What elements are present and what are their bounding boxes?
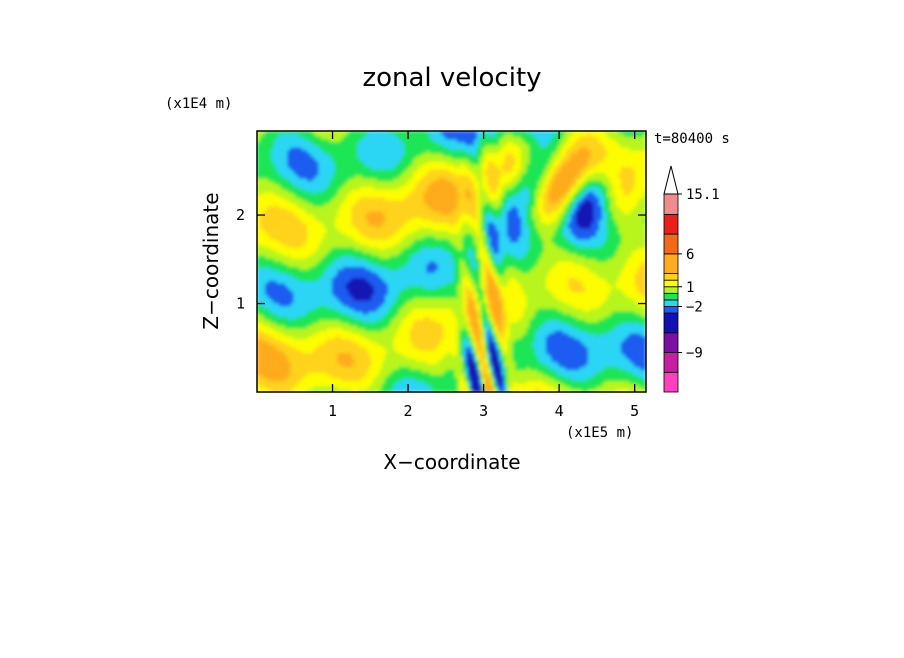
colorbar-segment	[663, 193, 679, 215]
x-tick-label: 1	[328, 402, 337, 420]
colorbar-segment	[663, 306, 679, 314]
colorbar-segment	[663, 253, 679, 274]
x-axis-label: X−coordinate	[383, 450, 520, 474]
x-tick-label: 5	[630, 402, 639, 420]
chart-title: zonal velocity	[362, 63, 541, 93]
colorbar-segment	[663, 352, 679, 373]
colorbar-segment	[663, 312, 679, 334]
colorbar-segment	[663, 273, 679, 281]
x-tick-label: 4	[555, 402, 564, 420]
colorbar-tick-label: −2	[686, 299, 703, 315]
colorbar-segment	[663, 299, 679, 307]
colorbar-tick-label: 15.1	[686, 187, 720, 203]
x-scale-label: (x1E5 m)	[566, 425, 633, 441]
x-tick-label: 3	[479, 402, 488, 420]
colorbar-segment	[663, 292, 679, 301]
x-tick-label: 2	[404, 402, 413, 420]
y-axis-label: Z−coordinate	[199, 192, 223, 329]
colorbar-segment	[663, 213, 679, 235]
y-tick-label: 2	[236, 206, 245, 224]
colorbar-extend-arrow	[663, 165, 679, 195]
colorbar: 15.1 6 1 −2 −9	[663, 165, 720, 393]
colorbar-segment	[663, 286, 679, 294]
plot-frame	[256, 130, 647, 393]
x-axis: 1 2 3 4 5	[328, 131, 639, 420]
colorbar-segment	[663, 332, 679, 353]
time-label: t=80400 s	[654, 131, 730, 147]
colorbar-segment	[663, 279, 679, 288]
velocity-field-image	[257, 131, 646, 392]
colorbar-tick-label: 6	[686, 247, 694, 263]
colorbar-tick-label: 1	[686, 280, 694, 296]
colorbar-tick-label: −9	[686, 346, 703, 362]
colorbar-segment	[663, 233, 679, 255]
colorbar-segment	[663, 371, 679, 393]
y-axis: 12	[236, 206, 646, 313]
y-tick-label: 1	[236, 295, 245, 313]
contour-field	[257, 131, 646, 392]
y-scale-label: (x1E4 m)	[165, 96, 232, 112]
